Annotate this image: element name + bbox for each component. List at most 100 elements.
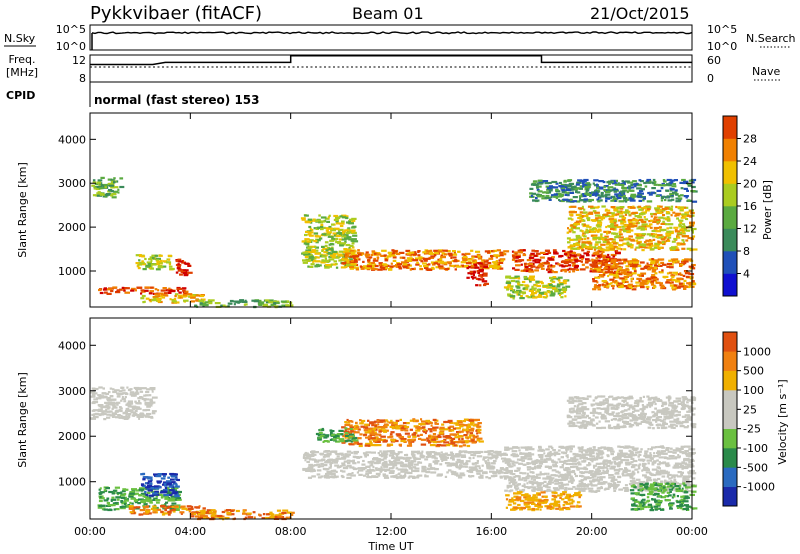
- velocity-cell: [98, 504, 104, 508]
- power-cell: [615, 179, 618, 182]
- velocity-cell: [115, 496, 121, 499]
- power-cell: [473, 270, 476, 273]
- power-cell: [571, 261, 576, 264]
- power-cell: [516, 260, 521, 263]
- power-cell: [621, 186, 625, 189]
- power-cell: [333, 260, 337, 263]
- power-cell: [328, 258, 335, 261]
- velocity-cell: [444, 475, 448, 478]
- velocity-cell: [158, 486, 162, 489]
- velocity-cell: [394, 425, 400, 428]
- velocity-cell: [100, 396, 105, 399]
- power-cell: [568, 228, 573, 231]
- velocity-cell: [148, 505, 151, 508]
- power-cell: [227, 305, 230, 308]
- velocity-cell: [124, 496, 128, 499]
- power-cell: [594, 264, 598, 267]
- velocity-cell: [399, 474, 402, 477]
- power-cell: [646, 282, 649, 285]
- velocity-cell: [210, 514, 216, 517]
- power-cell: [301, 240, 305, 243]
- velocity-cell: [687, 455, 692, 458]
- velocity-cell: [568, 462, 574, 466]
- power-cell: [556, 278, 560, 281]
- power-cell: [392, 250, 398, 253]
- power-cell: [637, 195, 642, 198]
- power-cell: [548, 265, 555, 268]
- power-cell: [437, 250, 443, 253]
- power-cell: [514, 275, 520, 278]
- power-cell: [671, 279, 676, 282]
- power-cell: [680, 207, 684, 210]
- power-cell: [691, 185, 696, 189]
- velocity-cell: [383, 425, 387, 429]
- velocity-cell: [571, 477, 575, 480]
- velocity-cell: [163, 494, 170, 497]
- velocity-cell: [121, 415, 127, 419]
- power-cell: [496, 267, 502, 270]
- power-cell: [639, 192, 644, 195]
- power-cell: [687, 184, 692, 187]
- velocity-cell: [451, 458, 455, 461]
- velocity-cell: [516, 467, 521, 470]
- velocity-cell: [529, 475, 532, 478]
- velocity-cell: [595, 462, 599, 465]
- velocity-cell: [608, 476, 614, 479]
- power-cell: [602, 254, 607, 257]
- power-cell: [517, 283, 520, 286]
- power-cell: [158, 254, 163, 257]
- power-cell: [142, 268, 147, 271]
- power-cell: [308, 234, 314, 237]
- velocity-cell: [131, 414, 135, 417]
- velocity-cell: [149, 398, 153, 401]
- velocity-cell: [131, 488, 137, 491]
- velocity-cell: [314, 460, 320, 463]
- power-cell: [613, 220, 618, 223]
- power-cell: [533, 254, 538, 257]
- velocity-cell: [306, 455, 309, 458]
- power-cell: [686, 182, 691, 186]
- power-cell: [618, 285, 624, 289]
- velocity-cell: [395, 439, 399, 443]
- power-cell: [492, 261, 497, 264]
- power-cell: [530, 266, 533, 269]
- power-cell: [113, 181, 116, 184]
- velocity-cell: [138, 417, 141, 420]
- power-cell: [651, 258, 654, 261]
- velocity-cell: [460, 454, 466, 457]
- power-cell: [347, 227, 351, 230]
- power-cell: [535, 266, 540, 269]
- power-cell: [681, 178, 686, 182]
- velocity-cell: [631, 477, 636, 480]
- velocity-cell: [149, 402, 154, 405]
- power-cell: [306, 259, 312, 262]
- velocity-cell: [173, 505, 179, 508]
- power-cell: [111, 193, 117, 196]
- power-cell: [657, 183, 661, 187]
- velocity-cell: [164, 496, 168, 499]
- power-cell: [570, 244, 575, 247]
- velocity-cell: [526, 482, 529, 485]
- power-cell: [130, 287, 136, 290]
- power-cell: [326, 220, 330, 223]
- power-cell: [602, 214, 605, 217]
- power-cell: [679, 219, 684, 222]
- power-cell: [623, 258, 628, 261]
- velocity-cell: [424, 474, 427, 477]
- power-cell: [649, 234, 654, 237]
- power-cell: [495, 256, 498, 259]
- power-cell: [624, 225, 628, 228]
- velocity-cell: [343, 455, 350, 458]
- power-cell: [477, 278, 482, 281]
- velocity-cell: [309, 464, 315, 467]
- power-cell: [338, 259, 343, 262]
- power-cell: [468, 265, 472, 268]
- power-cell: [598, 250, 602, 253]
- velocity-cell: [619, 445, 624, 449]
- power-cell: [655, 235, 659, 238]
- velocity-cell: [441, 459, 444, 462]
- power-cell: [678, 285, 684, 288]
- power-cell: [548, 189, 553, 192]
- power-cell: [615, 195, 619, 198]
- power-cell: [490, 254, 495, 258]
